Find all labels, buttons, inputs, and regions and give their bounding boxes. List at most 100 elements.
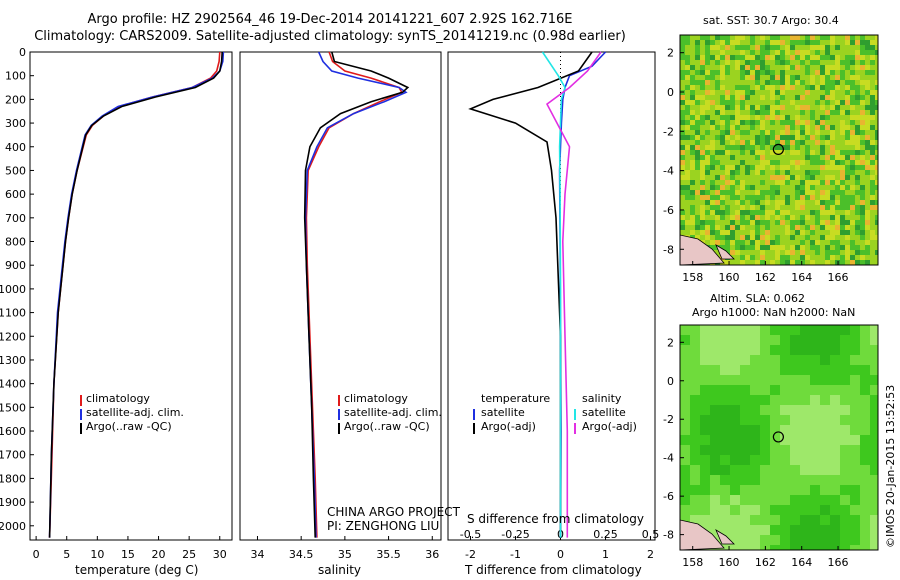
map-cell: [780, 195, 785, 200]
map-cell: [835, 170, 840, 175]
map-cell: [840, 85, 845, 90]
map-cell: [700, 135, 705, 140]
map-cell: [770, 80, 775, 85]
map-cell: [680, 505, 690, 515]
map-cell: [820, 65, 825, 70]
map-cell: [680, 425, 690, 435]
map-cell: [715, 115, 720, 120]
map-cell: [820, 435, 830, 445]
map-cell: [810, 95, 815, 100]
map-cell: [685, 175, 690, 180]
map-cell: [750, 175, 755, 180]
map-cell: [875, 95, 878, 100]
map-cell: [745, 170, 750, 175]
map-cell: [745, 45, 750, 50]
map-cell: [830, 45, 835, 50]
map-cell: [685, 125, 690, 130]
map-cell: [695, 105, 700, 110]
map-cell: [705, 60, 710, 65]
map-cell: [730, 455, 740, 465]
depth-tick-label: 1600: [0, 425, 26, 438]
map-cell: [865, 65, 870, 70]
map-cell: [740, 75, 745, 80]
map-cell: [785, 105, 790, 110]
sla-map-title-2: Argo h1000: NaN h2000: NaN: [692, 306, 856, 319]
map-cell: [850, 405, 860, 415]
map-cell: [805, 80, 810, 85]
map-cell: [685, 70, 690, 75]
map-cell: [695, 70, 700, 75]
map-cell: [805, 155, 810, 160]
map-cell: [735, 185, 740, 190]
map-cell: [730, 155, 735, 160]
map-cell: [855, 155, 860, 160]
map-cell: [815, 245, 820, 250]
map-cell: [720, 90, 725, 95]
map-cell: [825, 160, 830, 165]
map-cell: [860, 60, 865, 65]
map-cell: [820, 505, 830, 515]
map-cell: [780, 95, 785, 100]
lon-tick-label: 166: [828, 556, 849, 569]
map-cell: [770, 200, 775, 205]
map-cell: [875, 150, 878, 155]
map-cell: [710, 125, 715, 130]
map-cell: [710, 75, 715, 80]
map-cell: [790, 260, 795, 265]
land-shape: [680, 234, 725, 265]
map-cell: [865, 135, 870, 140]
map-cell: [865, 130, 870, 135]
map-cell: [765, 235, 770, 240]
map-cell: [810, 435, 820, 445]
map-cell: [870, 150, 875, 155]
map-cell: [825, 35, 830, 40]
map-cell: [860, 75, 865, 80]
map-cell: [735, 50, 740, 55]
map-cell: [815, 135, 820, 140]
map-cell: [770, 250, 775, 255]
map-cell: [730, 205, 735, 210]
map-cell: [750, 90, 755, 95]
map-cell: [850, 205, 855, 210]
map-cell: [805, 50, 810, 55]
map-cell: [680, 225, 685, 230]
map-cell: [875, 90, 878, 95]
map-cell: [810, 165, 815, 170]
map-cell: [820, 205, 825, 210]
map-cell: [720, 60, 725, 65]
map-cell: [845, 225, 850, 230]
map-cell: [755, 105, 760, 110]
map-cell: [820, 250, 825, 255]
map-cell: [740, 415, 750, 425]
map-cell: [845, 250, 850, 255]
map-cell: [845, 255, 850, 260]
map-cell: [705, 50, 710, 55]
map-cell: [805, 110, 810, 115]
map-cell: [820, 100, 825, 105]
map-cell: [725, 235, 730, 240]
salinity-axis-label: salinity: [318, 563, 362, 577]
map-cell: [715, 220, 720, 225]
map-cell: [815, 215, 820, 220]
map-cell: [800, 170, 805, 175]
map-cell: [685, 200, 690, 205]
map-cell: [725, 155, 730, 160]
map-cell: [760, 495, 770, 505]
map-cell: [755, 210, 760, 215]
map-cell: [715, 135, 720, 140]
map-cell: [770, 55, 775, 60]
map-cell: [740, 455, 750, 465]
map-cell: [785, 210, 790, 215]
map-cell: [765, 240, 770, 245]
map-cell: [820, 230, 825, 235]
map-cell: [805, 230, 810, 235]
map-cell: [740, 155, 745, 160]
map-cell: [690, 185, 695, 190]
map-cell: [850, 200, 855, 205]
map-cell: [680, 395, 690, 405]
map-cell: [690, 405, 700, 415]
map-cell: [800, 240, 805, 245]
map-cell: [795, 250, 800, 255]
map-cell: [805, 190, 810, 195]
map-cell: [705, 110, 710, 115]
